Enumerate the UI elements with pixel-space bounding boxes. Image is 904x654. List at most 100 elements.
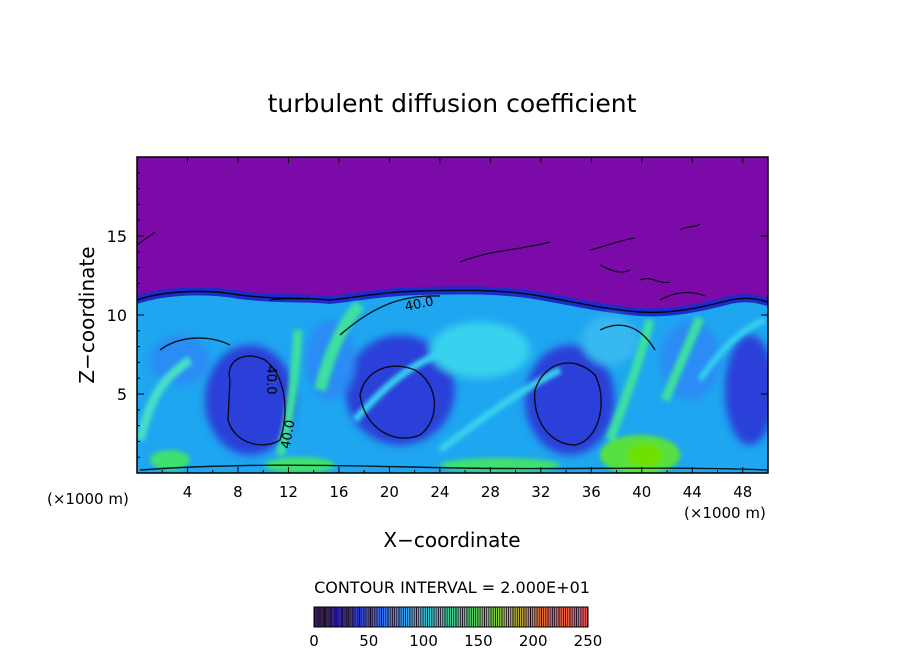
y-tick-label: 15 xyxy=(107,227,127,246)
colorbar-separator xyxy=(367,607,369,627)
colorbar-swatch xyxy=(563,607,566,627)
colorbar-swatch xyxy=(408,607,410,627)
colorbar xyxy=(314,607,588,627)
colorbar-swatch xyxy=(495,607,498,627)
colorbar-separator xyxy=(442,607,444,627)
colorbar-separator xyxy=(486,607,488,627)
colorbar-swatch xyxy=(561,607,563,627)
colorbar-frame xyxy=(313,606,589,628)
colorbar-separator xyxy=(398,607,400,627)
colorbar-swatch xyxy=(333,607,335,627)
colorbar-separator xyxy=(319,607,321,627)
colorbar-swatch xyxy=(434,607,436,627)
colorbar-swatch xyxy=(504,607,506,627)
colorbar-separator xyxy=(551,607,553,627)
colorbar-separator xyxy=(426,607,428,627)
colorbar-swatch xyxy=(493,607,495,627)
colorbar-separator xyxy=(582,607,584,627)
colorbar-separator xyxy=(405,607,407,627)
colorbar-separator xyxy=(545,607,547,627)
colorbar-swatch xyxy=(430,607,432,627)
colorbar-separator xyxy=(402,607,404,627)
colorbar-separator xyxy=(440,607,442,627)
colorbar-swatch xyxy=(478,607,480,627)
colorbar-tick-label: 250 xyxy=(574,632,603,650)
contour-label: 40.0 xyxy=(263,366,278,395)
colorbar-swatch xyxy=(370,607,373,627)
colorbar-separator xyxy=(494,607,496,627)
diffusion-field xyxy=(137,157,768,473)
colorbar-separator xyxy=(532,607,534,627)
colorbar-swatch xyxy=(570,607,572,627)
colorbar-swatch xyxy=(353,607,355,627)
colorbar-swatch xyxy=(316,607,318,627)
colorbar-swatch xyxy=(340,607,342,627)
colorbar-separator xyxy=(466,607,468,627)
colorbar-separator xyxy=(475,607,477,627)
colorbar-swatch xyxy=(318,607,320,627)
colorbar-separator xyxy=(455,607,457,627)
colorbar-separator xyxy=(505,607,507,627)
colorbar-swatch xyxy=(381,607,384,627)
colorbar-swatch xyxy=(403,607,406,627)
colorbar-separator xyxy=(521,607,523,627)
colorbar-tick-labels: 0 50 100 150 200 250 xyxy=(309,632,602,650)
colorbar-separator xyxy=(554,607,556,627)
colorbar-swatch xyxy=(364,607,366,627)
colorbar-separator xyxy=(549,607,551,627)
x-tick-label: 40 xyxy=(632,483,651,501)
colorbar-swatch xyxy=(546,607,548,627)
colorbar-swatch xyxy=(517,607,520,627)
colorbar-separator xyxy=(435,607,437,627)
colorbar-swatch xyxy=(412,607,414,627)
colorbar-swatch xyxy=(585,607,588,627)
colorbar-swatch xyxy=(526,607,528,627)
colorbar-swatch xyxy=(574,607,577,627)
colorbar-separator xyxy=(514,607,516,627)
colorbar-swatch xyxy=(528,607,531,627)
colorbar-separator xyxy=(356,607,358,627)
colorbar-swatch xyxy=(502,607,504,627)
x-tick-label: 20 xyxy=(380,483,399,501)
colorbar-separator xyxy=(516,607,518,627)
colorbar-separator xyxy=(571,607,573,627)
colorbar-swatch xyxy=(392,607,395,627)
colorbar-separator xyxy=(433,607,435,627)
colorbar-swatch xyxy=(346,607,349,627)
colorbar-swatch xyxy=(335,607,338,627)
colorbar-separator xyxy=(413,607,415,627)
colorbar-swatch xyxy=(432,607,434,627)
colorbar-tick-label: 150 xyxy=(464,632,493,650)
contour-label: 40.0 xyxy=(279,419,299,450)
colorbar-swatch xyxy=(500,607,502,627)
colorbar-separator xyxy=(547,607,549,627)
colorbar-swatch xyxy=(568,607,570,627)
colorbar-swatch xyxy=(327,607,329,627)
colorbar-swatch xyxy=(454,607,456,627)
x-axis-ticks: 4 8 12 16 20 24 28 32 36 40 44 48 xyxy=(161,157,752,501)
colorbar-swatch xyxy=(460,607,463,627)
x-unit-right: (×1000 m) xyxy=(684,504,766,522)
x-tick-label: 8 xyxy=(233,483,243,501)
colorbar-swatch xyxy=(355,607,357,627)
colorbar-separator xyxy=(394,607,396,627)
colorbar-separator xyxy=(343,607,345,627)
x-unit-left: (×1000 m) xyxy=(47,490,129,508)
colorbar-swatch xyxy=(386,607,388,627)
colorbar-swatch xyxy=(425,607,427,627)
colorbar-swatch xyxy=(520,607,522,627)
colorbar-swatch xyxy=(541,607,544,627)
colorbar-swatch xyxy=(438,607,441,627)
colorbar-swatch xyxy=(491,607,493,627)
colorbar-swatch xyxy=(579,607,581,627)
colorbar-separator xyxy=(385,607,387,627)
colorbar-separator xyxy=(370,607,371,627)
colorbar-swatch xyxy=(572,607,574,627)
colorbar-swatch xyxy=(338,607,340,627)
colorbar-separator xyxy=(350,607,352,627)
colorbar-separator xyxy=(411,607,413,627)
colorbar-separator xyxy=(431,607,433,627)
colorbar-swatch xyxy=(351,607,353,627)
colorbar-separator xyxy=(420,607,422,627)
colorbar-separator xyxy=(464,607,466,627)
